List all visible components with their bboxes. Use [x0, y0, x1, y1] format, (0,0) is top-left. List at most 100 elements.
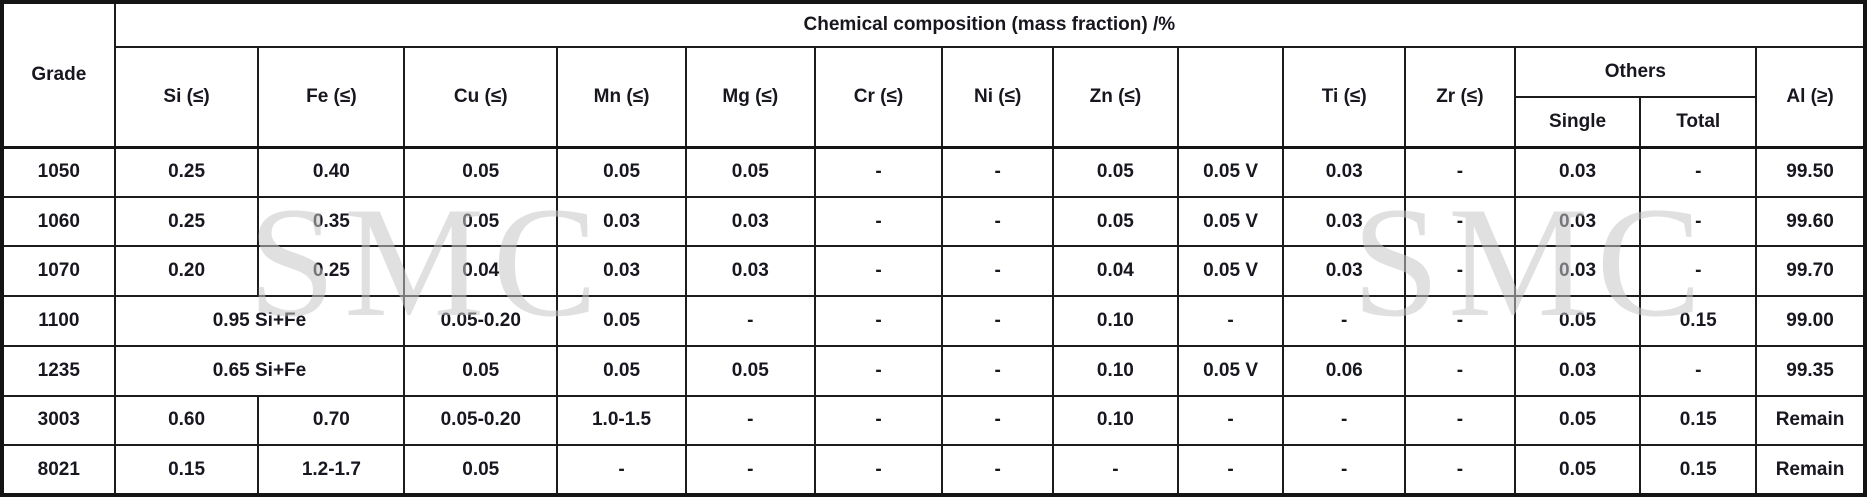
value-cell: -	[941, 195, 1055, 248]
value-cell: -	[941, 245, 1055, 298]
value-cell: -	[941, 344, 1055, 397]
value-cell: 0.05	[556, 146, 687, 198]
value-cell: 0.05	[403, 146, 559, 198]
value-cell: -	[1404, 444, 1516, 496]
value-cell: -	[1176, 295, 1285, 347]
value-cell: 0.05	[403, 195, 559, 248]
col-header-total: Total	[1639, 96, 1758, 148]
col-header-others: Others	[1513, 46, 1758, 98]
value-cell: -	[941, 444, 1055, 496]
col-header-cu: Cu (≤)	[403, 46, 559, 148]
table-row: 1100 0.95 Si+Fe 0.05-0.20 0.05- - -0.10- - -0.0…	[1, 295, 1866, 347]
value-cell: -	[813, 245, 944, 298]
value-cell: 1.0-1.5	[556, 394, 687, 447]
value-cell: 0.05-0.20	[403, 295, 559, 347]
value-cell: -	[941, 146, 1055, 198]
table-row: 8021 0.15 1.2-1.7 0.05- - - - - - - -0.05 0.15 Remai…	[1, 444, 1866, 496]
value-cell: 0.15	[1639, 444, 1758, 496]
value-cell: 0.10	[1052, 344, 1179, 397]
value-cell: 0.04	[403, 245, 559, 298]
others-subheader-row: Single Total	[2, 96, 1865, 148]
value-cell: 0.60	[113, 394, 260, 447]
value-cell: 0.25	[113, 195, 260, 248]
table-row: 1050 0.25 0.40 0.05 0.05 0.05- -0.05 0.05 V 0.03…	[1, 146, 1866, 198]
value-cell: -	[1404, 146, 1516, 198]
si-fe-merged-cell: 0.95 Si+Fe	[113, 295, 406, 347]
value-cell: 0.03	[1282, 146, 1407, 198]
value-cell: 1.2-1.7	[257, 444, 406, 496]
value-cell: 99.60	[1755, 195, 1866, 248]
value-cell: -	[1639, 146, 1758, 198]
value-cell: 0.10	[1052, 295, 1179, 347]
value-cell: 0.20	[113, 245, 260, 298]
value-cell: -	[1176, 444, 1285, 496]
value-cell: 0.03	[1513, 195, 1642, 248]
value-cell: 0.05	[556, 344, 687, 397]
table-header: Grade Chemical composition (mass fractio…	[1, 1, 1867, 148]
element-header-row: Si (≤) Fe (≤) Cu (≤) Mn (≤) Mg (≤) Cr (≤…	[2, 46, 1866, 148]
value-cell: -	[1052, 444, 1179, 496]
table-row: 1235 0.65 Si+Fe 0.05 0.05 0.05- -0.10 0.05 V 0.…	[1, 344, 1866, 397]
value-cell: 0.10	[1052, 394, 1179, 447]
value-cell: 0.05	[684, 146, 816, 198]
value-cell: -	[1282, 444, 1407, 496]
grade-cell: 1070	[1, 245, 116, 298]
value-cell: -	[1404, 195, 1516, 248]
grade-cell: 1050	[1, 146, 116, 198]
value-cell: 0.15	[1639, 394, 1758, 447]
value-cell: 0.35	[257, 195, 406, 248]
si-fe-merged-cell: 0.65 Si+Fe	[113, 344, 406, 397]
value-cell: 0.06	[1282, 344, 1407, 397]
value-cell: 99.00	[1755, 295, 1866, 347]
value-cell: 0.05	[556, 295, 687, 347]
value-cell: -	[1176, 394, 1285, 447]
value-cell: 0.03	[1513, 245, 1642, 298]
value-cell: 0.05	[684, 344, 816, 397]
grade-cell: 8021	[1, 444, 116, 496]
value-cell: 99.70	[1755, 245, 1866, 298]
value-cell: 0.05	[1513, 295, 1642, 347]
value-cell: -	[813, 146, 944, 198]
table-title: Chemical composition (mass fraction) /%	[113, 1, 1867, 48]
value-cell: 0.15	[113, 444, 260, 496]
value-cell: 0.05-0.20	[403, 394, 559, 447]
value-cell: 99.50	[1755, 146, 1866, 198]
value-cell: 0.05 V	[1176, 344, 1285, 397]
col-header-mg: Mg (≤)	[684, 46, 816, 148]
value-cell: -	[1282, 394, 1407, 447]
grade-cell: 1060	[1, 195, 116, 248]
value-cell: 0.70	[257, 394, 406, 447]
value-cell: -	[941, 394, 1055, 447]
value-cell: 0.03	[1282, 195, 1407, 248]
value-cell: 0.15	[1639, 295, 1758, 347]
value-cell: -	[1404, 394, 1516, 447]
table-row: 1070 0.20 0.25 0.04 0.03 0.03- -0.04 0.05 V 0.03…	[1, 245, 1866, 298]
value-cell: -	[813, 344, 944, 397]
col-header-zr: Zr (≤)	[1404, 46, 1516, 148]
value-cell: 0.05 V	[1176, 146, 1285, 198]
col-header-zn: Zn (≤)	[1052, 46, 1179, 148]
grade-cell: 1235	[1, 344, 116, 397]
value-cell: -	[684, 444, 816, 496]
value-cell: -	[556, 444, 687, 496]
value-cell: 99.35	[1755, 344, 1866, 397]
value-cell: -	[1404, 245, 1516, 298]
value-cell: 0.05	[403, 444, 559, 496]
value-cell: -	[941, 295, 1055, 347]
col-header-single: Single	[1513, 96, 1642, 148]
value-cell: 0.03	[1513, 146, 1642, 198]
value-cell: -	[813, 394, 944, 447]
value-cell: 0.05	[1052, 195, 1179, 248]
value-cell: 0.25	[257, 245, 406, 298]
col-header-cr: Cr (≤)	[813, 46, 944, 148]
value-cell: 0.03	[1282, 245, 1407, 298]
value-cell: 0.25	[113, 146, 260, 198]
value-cell: -	[813, 195, 944, 248]
value-cell: -	[1404, 344, 1516, 397]
value-cell: 0.03	[684, 195, 816, 248]
col-header-ni: Ni (≤)	[941, 46, 1055, 148]
value-cell: 0.05	[1513, 394, 1642, 447]
table-row: 3003 0.60 0.70 0.05-0.20 1.0-1.5- - -0.10- - -0.…	[1, 394, 1866, 447]
